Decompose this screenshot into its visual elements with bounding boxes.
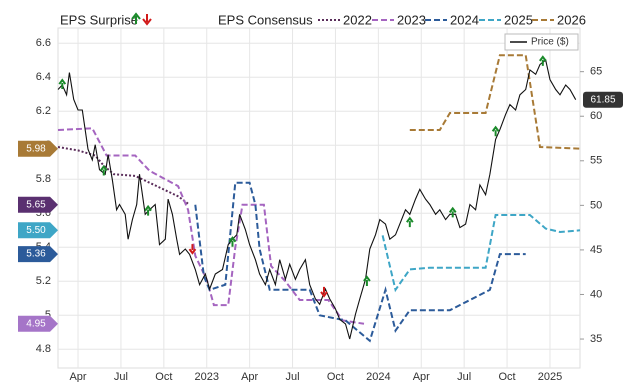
legend-label: 2022 bbox=[343, 12, 372, 27]
y-tick-label: 6.6 bbox=[36, 37, 51, 49]
surprise-legend-title: EPS Surprise bbox=[60, 12, 138, 27]
x-tick-label: Jul bbox=[286, 371, 300, 382]
y-tick-label: 5.2 bbox=[36, 275, 51, 287]
y2-tick-label: 50 bbox=[590, 199, 602, 211]
legend: 2022 2023 2024 2025 2026 bbox=[318, 12, 586, 27]
surprise-down-marker bbox=[320, 286, 328, 298]
end-value-tag bbox=[18, 196, 58, 213]
legend-label: 2026 bbox=[557, 12, 586, 27]
legend-label: 2024 bbox=[450, 12, 479, 27]
x-tick-label: Apr bbox=[69, 371, 86, 382]
consensus-legend-title: EPS Consensus bbox=[218, 12, 313, 27]
consensus-line bbox=[381, 214, 581, 293]
end-value-label: 5.36 bbox=[26, 249, 46, 260]
consensus-line bbox=[57, 127, 365, 325]
x-tick-label: Jul bbox=[114, 371, 128, 382]
end-value-label: 5.50 bbox=[26, 225, 46, 236]
price-legend-label: Price ($) bbox=[531, 37, 569, 48]
y2-tick-label: 35 bbox=[590, 333, 602, 345]
surprise-up-marker bbox=[406, 216, 414, 228]
surprise-up-marker bbox=[99, 164, 108, 176]
surprise-up-marker bbox=[491, 125, 500, 137]
x-tick-label: Oct bbox=[155, 371, 172, 382]
last-price-box bbox=[583, 91, 623, 108]
y2-tick-label: 65 bbox=[590, 66, 602, 78]
x-tick-label: Oct bbox=[499, 371, 516, 382]
legend-label: 2025 bbox=[504, 12, 533, 27]
end-value-tag bbox=[18, 315, 58, 332]
x-tick-label: Oct bbox=[327, 371, 344, 382]
y2-tick-label: 40 bbox=[590, 288, 602, 300]
end-value-tag bbox=[18, 140, 58, 157]
plot-area bbox=[57, 27, 581, 369]
x-tick-label: 2024 bbox=[366, 371, 390, 382]
y-tick-label: 5 bbox=[45, 309, 51, 321]
x-tick-label: Apr bbox=[241, 371, 258, 382]
end-value-label: 5.98 bbox=[26, 143, 46, 154]
surprise-down-marker bbox=[188, 244, 197, 255]
y2-tick-label: 45 bbox=[590, 244, 602, 256]
legend-label: 2023 bbox=[397, 12, 426, 27]
end-value-tag bbox=[18, 246, 58, 263]
y2-tick-label: 60 bbox=[590, 110, 602, 122]
surprise-up-marker bbox=[448, 206, 457, 218]
consensus-line bbox=[194, 181, 526, 343]
consensus-line bbox=[409, 54, 581, 150]
x-tick-label: Jul bbox=[457, 371, 471, 382]
down-arrow-icon bbox=[142, 14, 152, 26]
y-tick-label: 6.2 bbox=[36, 105, 51, 117]
end-value-label: 4.95 bbox=[26, 318, 46, 329]
x-tick-label: Apr bbox=[413, 371, 430, 382]
last-price-label: 61.85 bbox=[590, 94, 615, 105]
surprise-up-marker bbox=[144, 204, 152, 216]
surprise-up-marker bbox=[228, 236, 237, 247]
end-value-label: 5.65 bbox=[26, 199, 46, 210]
consensus-line bbox=[57, 146, 191, 206]
surprise-up-marker bbox=[539, 55, 547, 66]
surprise-up-marker bbox=[58, 78, 67, 90]
x-tick-label: 2023 bbox=[194, 371, 218, 382]
price-line bbox=[57, 59, 577, 340]
y-tick-label: 4.8 bbox=[36, 343, 51, 355]
price-legend-box bbox=[504, 33, 579, 51]
surprise-up-marker bbox=[363, 275, 371, 286]
up-arrow-icon bbox=[131, 12, 141, 24]
y2-tick-label: 55 bbox=[590, 155, 602, 167]
y-tick-label: 5.8 bbox=[36, 173, 51, 185]
x-tick-label: 2025 bbox=[538, 371, 562, 382]
y-tick-label: 6.4 bbox=[36, 71, 51, 83]
end-value-tag bbox=[18, 222, 58, 239]
